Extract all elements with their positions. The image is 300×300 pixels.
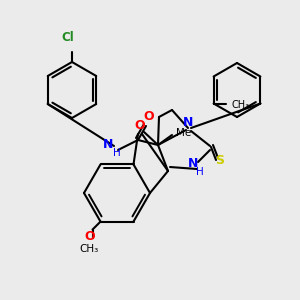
Text: O: O: [84, 230, 95, 243]
Text: H: H: [113, 148, 121, 158]
Text: N: N: [183, 116, 193, 129]
Text: O: O: [135, 119, 145, 132]
Text: N: N: [188, 157, 198, 170]
Text: N: N: [103, 138, 113, 151]
Text: CH₃: CH₃: [80, 244, 99, 254]
Text: Me: Me: [176, 128, 191, 138]
Text: S: S: [215, 154, 224, 167]
Text: CH₃: CH₃: [232, 100, 250, 110]
Text: O: O: [144, 110, 154, 123]
Text: H: H: [196, 167, 204, 177]
Text: Cl: Cl: [61, 31, 74, 44]
